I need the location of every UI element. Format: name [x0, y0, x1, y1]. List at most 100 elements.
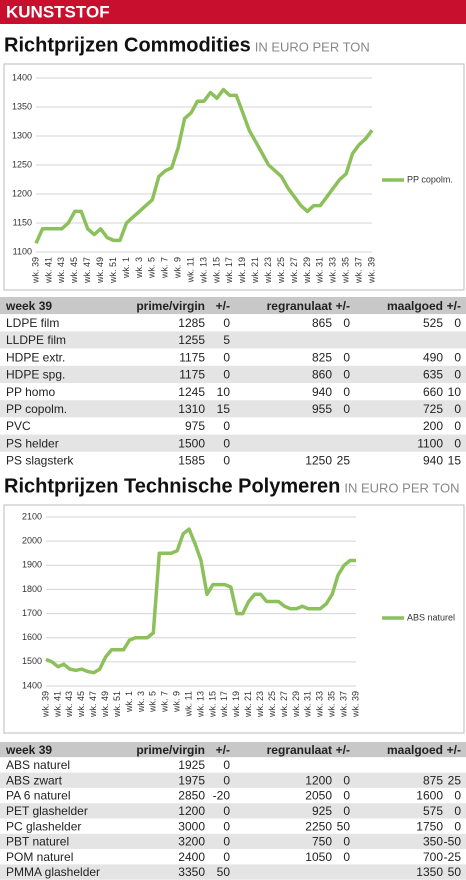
- table-cell: 50: [217, 865, 231, 879]
- column-header: week 39: [5, 743, 52, 757]
- row-label: LLDPE film: [6, 333, 66, 347]
- x-tick-label: wk. 47: [82, 257, 92, 284]
- table-cell: -20: [213, 789, 231, 803]
- table-row-bg: [0, 434, 466, 452]
- y-tick-label: 1700: [22, 608, 42, 618]
- table-cell: 0: [223, 758, 230, 772]
- x-tick-label: wk. 43: [64, 691, 74, 718]
- row-label: ABS naturel: [6, 758, 70, 772]
- table-cell: 0: [343, 789, 350, 803]
- table-cell: 0: [454, 819, 461, 833]
- x-tick-label: wk. 25: [276, 257, 286, 284]
- table-row-bg: [0, 803, 466, 819]
- table-cell: 3200: [178, 835, 205, 849]
- table-cell: 975: [185, 419, 205, 433]
- row-label: HDPE extr.: [6, 350, 65, 364]
- table-cell: 0: [343, 350, 350, 364]
- x-tick-label: wk. 19: [231, 691, 241, 718]
- table-cell: 0: [343, 804, 350, 818]
- table-cell: 1975: [178, 773, 205, 787]
- table-cell: 0: [223, 835, 230, 849]
- table-cell: 0: [223, 316, 230, 330]
- table-cell: 825: [312, 350, 332, 364]
- y-tick-label: 2000: [22, 536, 42, 546]
- x-tick-label: wk. 13: [198, 257, 208, 284]
- table-cell: 10: [448, 385, 462, 399]
- table-row-bg: [0, 451, 466, 469]
- x-tick-label: wk. 23: [263, 257, 273, 284]
- x-tick-label: wk. 45: [69, 257, 79, 284]
- table-cell: 25: [337, 454, 351, 468]
- x-tick-label: wk. 13: [195, 691, 205, 718]
- column-header: +/-: [216, 743, 230, 757]
- x-tick-label: wk. 41: [43, 257, 53, 284]
- table-cell: 660: [423, 385, 443, 399]
- x-tick-label: wk. 21: [250, 257, 260, 284]
- x-tick-label: wk. 35: [341, 257, 351, 284]
- table-row-bg: [0, 833, 466, 850]
- y-tick-label: 1250: [12, 159, 32, 169]
- y-tick-label: 1600: [22, 632, 42, 642]
- column-header: maalgoed: [387, 743, 443, 757]
- x-tick-label: wk. 51: [112, 691, 122, 718]
- y-tick-label: 1400: [12, 72, 32, 82]
- x-tick-label: wk. 3: [136, 691, 146, 713]
- x-tick-label: wk. 9: [173, 257, 183, 279]
- table-cell: 1500: [178, 436, 205, 450]
- row-label: PBT naturel: [6, 835, 69, 849]
- table-cell: 865: [312, 316, 332, 330]
- x-tick-label: wk. 27: [289, 257, 299, 284]
- x-tick-label: wk. 41: [52, 691, 62, 718]
- table-row-bg: [0, 417, 466, 435]
- table-row-bg: [0, 383, 466, 401]
- table-cell: 1245: [178, 385, 205, 399]
- row-label: PMMA glashelder: [6, 865, 100, 879]
- x-tick-label: wk. 7: [160, 257, 170, 279]
- x-tick-label: wk. 31: [303, 691, 313, 718]
- x-tick-label: wk. 9: [172, 691, 182, 713]
- x-tick-label: wk. 45: [76, 691, 86, 718]
- column-header: maalgoed: [387, 299, 443, 313]
- x-tick-label: wk. 15: [211, 257, 221, 284]
- table-cell: 0: [223, 804, 230, 818]
- table-cell: 0: [223, 850, 230, 864]
- data-line: [34, 87, 374, 245]
- table-row-bg: [0, 331, 466, 349]
- y-tick-label: 1100: [13, 246, 32, 256]
- header-bar: [0, 0, 466, 24]
- table-cell: 0: [454, 789, 461, 803]
- table-cell: 0: [223, 350, 230, 364]
- table-cell: 0: [223, 419, 230, 433]
- column-header: +/-: [447, 743, 461, 757]
- table-cell: 940: [312, 385, 332, 399]
- x-tick-label: wk. 11: [183, 691, 193, 717]
- table-cell: 0: [343, 773, 350, 787]
- y-tick-label: 1400: [22, 680, 42, 690]
- x-tick-label: wk. 33: [315, 691, 325, 718]
- x-tick-label: wk. 39: [30, 257, 40, 284]
- x-tick-label: wk. 11: [185, 257, 195, 283]
- table-cell: 0: [223, 773, 230, 787]
- table-cell: 0: [343, 368, 350, 382]
- row-label: HDPE spg.: [6, 368, 65, 382]
- y-tick-label: 1500: [22, 656, 42, 666]
- table-cell: 0: [343, 835, 350, 849]
- table-cell: 0: [343, 385, 350, 399]
- table-header-bg: [0, 297, 466, 315]
- table-cell: 0: [223, 454, 230, 468]
- x-tick-label: wk. 49: [95, 257, 105, 284]
- x-tick-label: wk. 23: [255, 691, 265, 718]
- section-subtitle: IN EURO PER TON: [344, 480, 459, 495]
- row-label: PVC: [6, 419, 31, 433]
- table-cell: 1050: [305, 850, 332, 864]
- legend-label: ABS naturel: [407, 612, 455, 622]
- table-cell: 50: [337, 819, 351, 833]
- x-tick-label: wk. 29: [302, 257, 312, 284]
- table-cell: 1175: [179, 350, 205, 364]
- x-tick-label: wk. 37: [338, 691, 348, 718]
- x-tick-label: wk. 19: [237, 257, 247, 284]
- y-tick-label: 1150: [13, 217, 32, 227]
- table-cell: 1100: [417, 436, 443, 450]
